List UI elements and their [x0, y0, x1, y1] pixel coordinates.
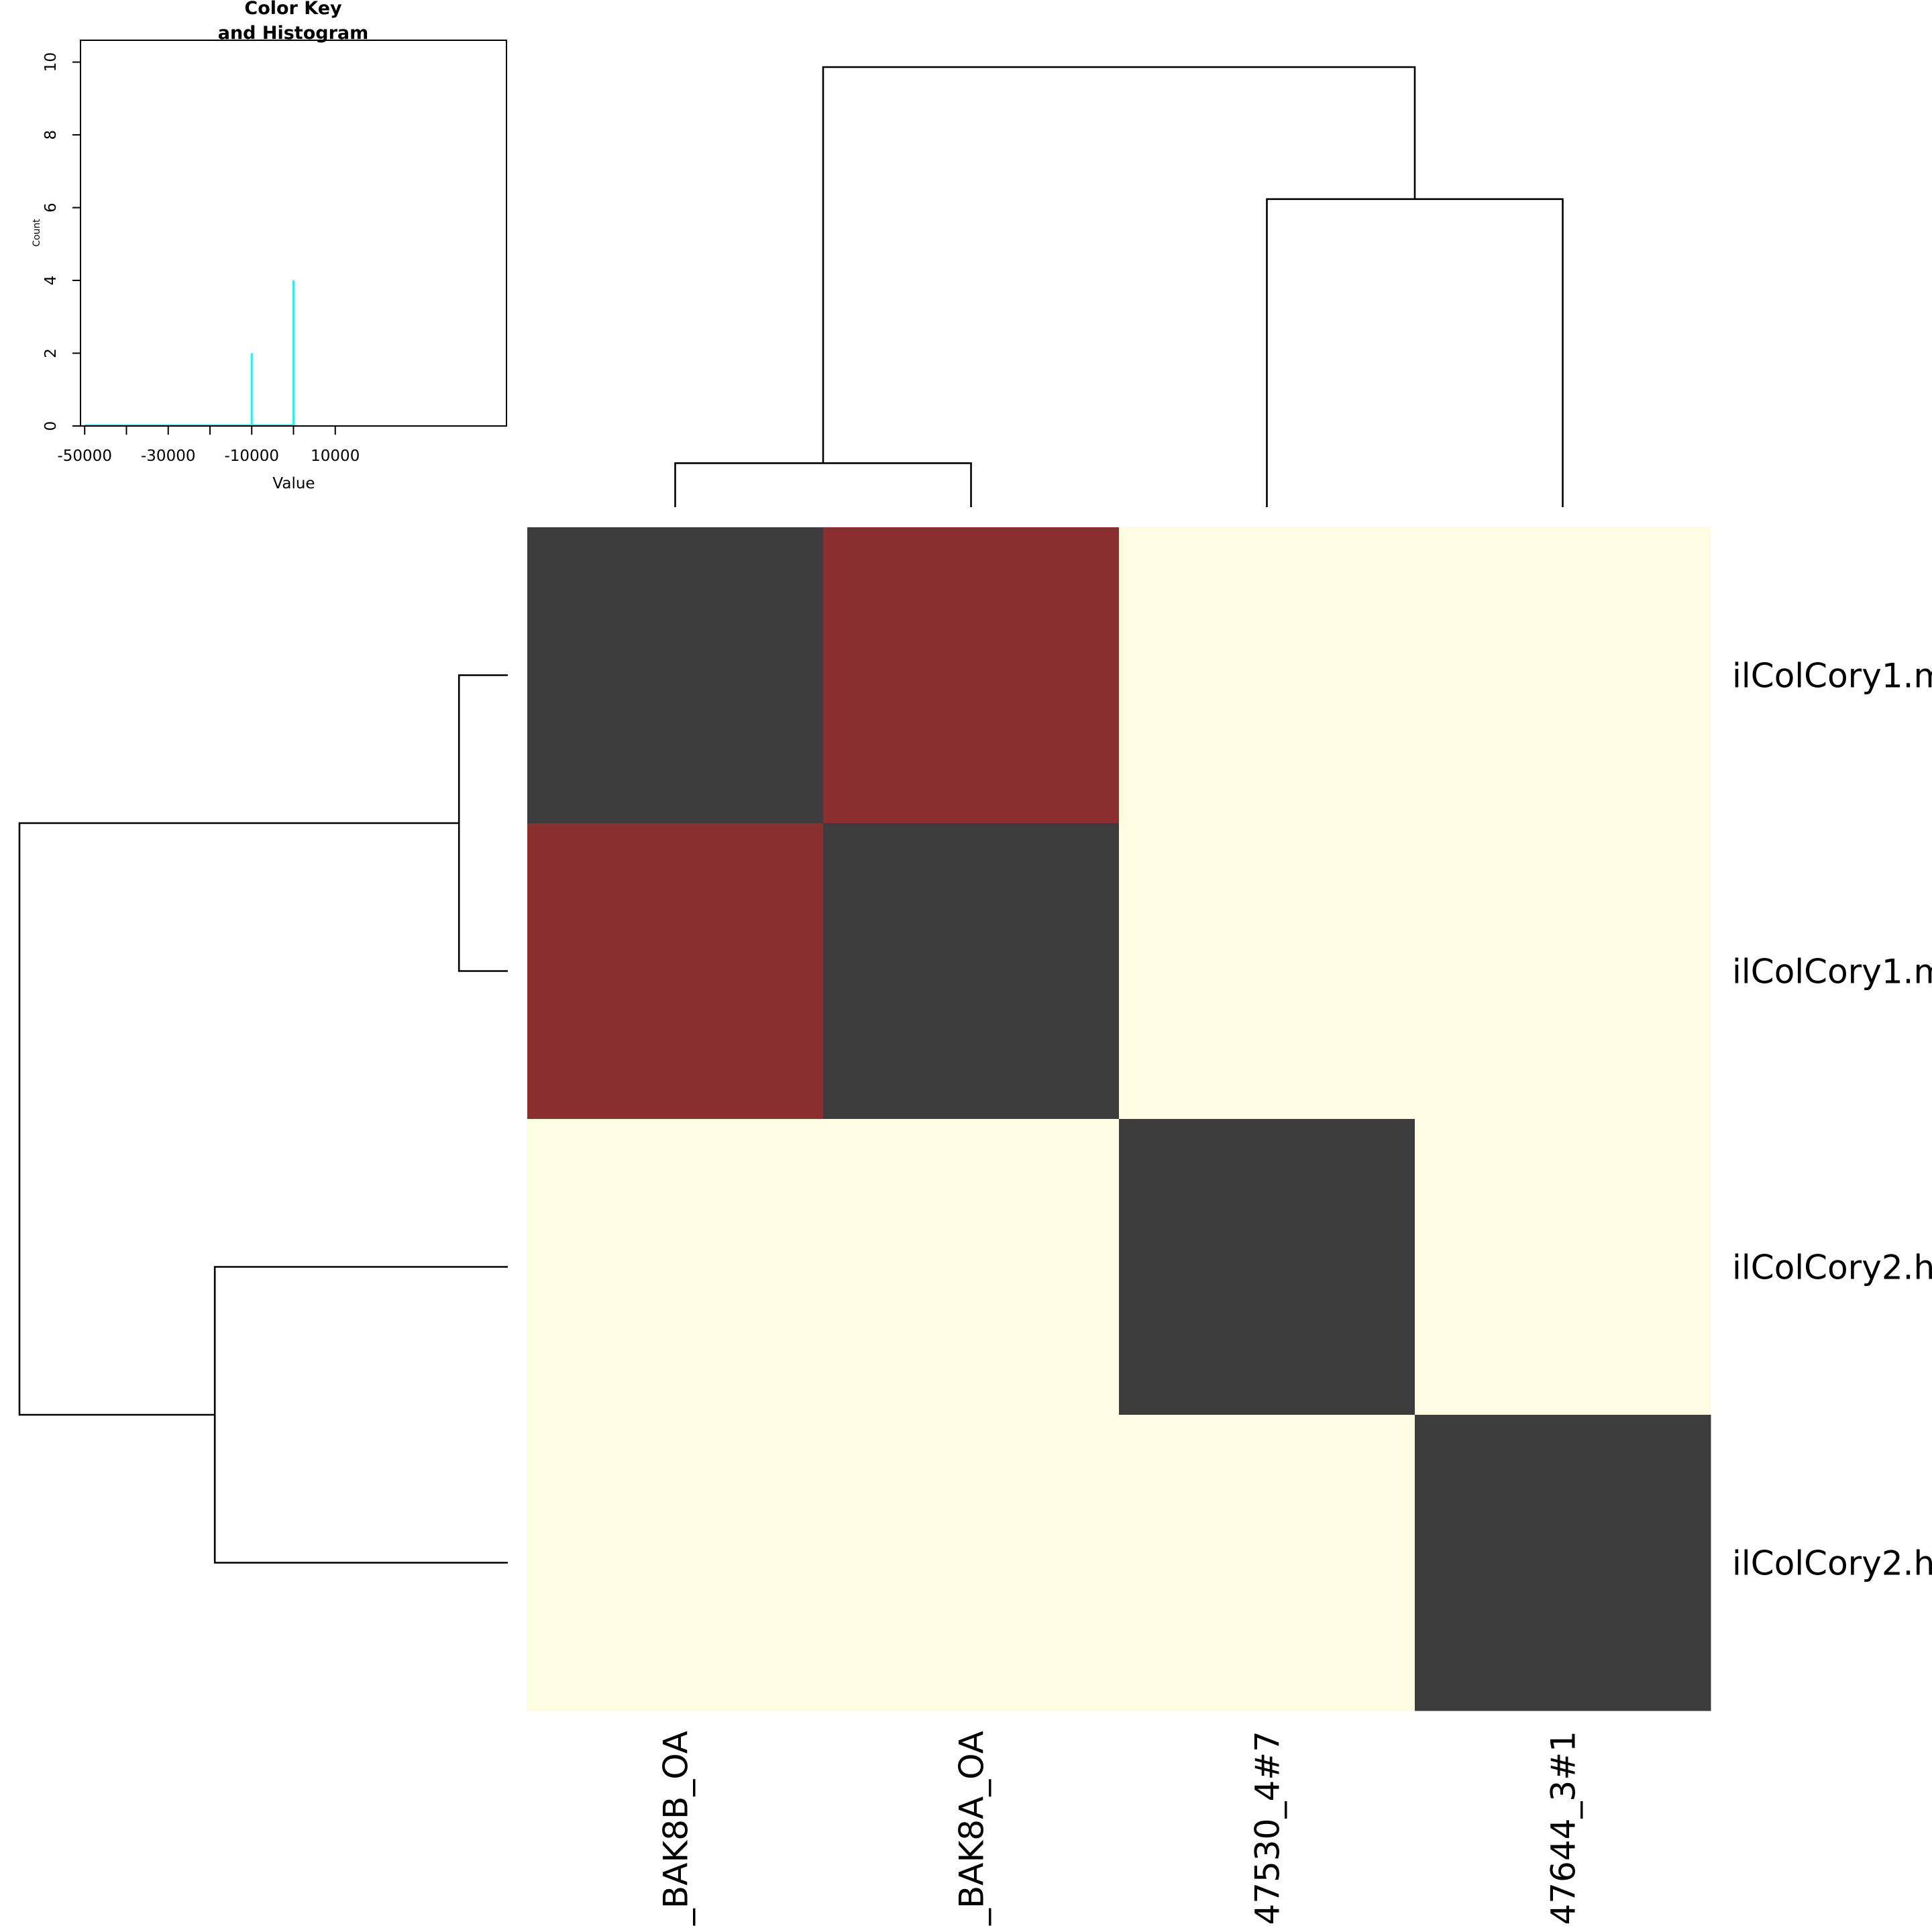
heatmap-cell-r2-c1 — [527, 823, 824, 1120]
heatmap-cell-r1-c2 — [823, 527, 1120, 824]
column-label-3: 47530_4#7 — [1248, 1731, 1287, 1925]
color-key-x-tick-label-4: 10000 — [311, 447, 360, 465]
heatmap-cell-r2-c3 — [1119, 823, 1415, 1120]
color-key-y-tick-label-4: 6 — [42, 203, 60, 213]
color-key-histogram-bars — [85, 280, 294, 427]
color-key-y-axis: 0 2 4 6 8 10 — [42, 52, 80, 431]
row-dendrogram-link-3 — [18, 822, 460, 1416]
column-label-1: _BAK8B_OA — [657, 1731, 696, 1926]
heatmap-cell-r2-c2 — [823, 823, 1120, 1120]
row-label-3: ilColCory2.h — [1732, 1248, 1932, 1287]
color-key-histogram: Color Key and Histogram -50000 -30000 -100… — [32, 0, 507, 492]
heatmap-cell-r4-c1 — [527, 1415, 824, 1711]
color-key-x-axis: -50000 -30000 -10000 10000 — [57, 425, 360, 465]
color-key-y-tick-label-1: 0 — [42, 421, 60, 431]
heatmap-cell-r3-c4 — [1415, 1119, 1711, 1415]
color-key-x-tick-label-3: -10000 — [225, 447, 279, 465]
color-key-x-tick-label-2: -30000 — [141, 447, 195, 465]
column-label-4: 47644_3#1 — [1544, 1731, 1583, 1925]
heatmap-cell-r4-c3 — [1119, 1415, 1415, 1711]
column-labels: _BAK8B_OA _BAK8A_OA 47530_4#7 47644_3#1 — [657, 1731, 1583, 1926]
heatmap-cells — [527, 527, 1711, 1711]
row-label-4: ilColCory2.h — [1732, 1544, 1932, 1583]
heatmap-cell-r4-c4 — [1415, 1415, 1711, 1711]
heatmap-cell-r4-c2 — [823, 1415, 1120, 1711]
heatmap-cell-r3-c2 — [823, 1119, 1120, 1415]
heatmap-cell-r1-c4 — [1415, 527, 1711, 824]
heatmap-cell-r3-c3 — [1119, 1119, 1415, 1415]
heatmap-cell-r2-c4 — [1415, 823, 1711, 1120]
column-dendrogram-link-2 — [1266, 198, 1564, 507]
column-label-2: _BAK8A_OA — [953, 1731, 991, 1926]
heatmap-cell-r1-c3 — [1119, 527, 1415, 824]
column-dendrogram — [674, 66, 1564, 507]
color-key-y-tick-label-5: 8 — [42, 130, 60, 140]
row-label-1: ilColCory1.m — [1732, 657, 1932, 696]
color-key-y-axis-label: Count — [32, 219, 42, 247]
color-key-title-line1: Color Key — [244, 0, 342, 19]
row-dendrogram-link-1 — [458, 674, 508, 972]
color-key-x-axis-label: Value — [272, 475, 315, 492]
row-labels: ilColCory1.m ilColCory1.m ilColCory2.h ilCo… — [1732, 657, 1932, 1583]
row-dendrogram-link-2 — [213, 1266, 508, 1564]
heatmap-cell-r3-c1 — [527, 1119, 824, 1415]
column-dendrogram-link-3 — [822, 66, 1416, 464]
row-dendrogram — [18, 674, 508, 1564]
color-key-y-tick-label-3: 4 — [42, 276, 60, 286]
row-label-2: ilColCory1.m — [1732, 953, 1932, 991]
color-key-y-tick-label-2: 2 — [42, 348, 60, 358]
column-dendrogram-link-1 — [674, 462, 972, 507]
color-key-x-tick-label-1: -50000 — [57, 447, 111, 465]
heatmap-cell-r1-c1 — [527, 527, 824, 824]
color-key-y-tick-label-6: 10 — [42, 52, 60, 72]
